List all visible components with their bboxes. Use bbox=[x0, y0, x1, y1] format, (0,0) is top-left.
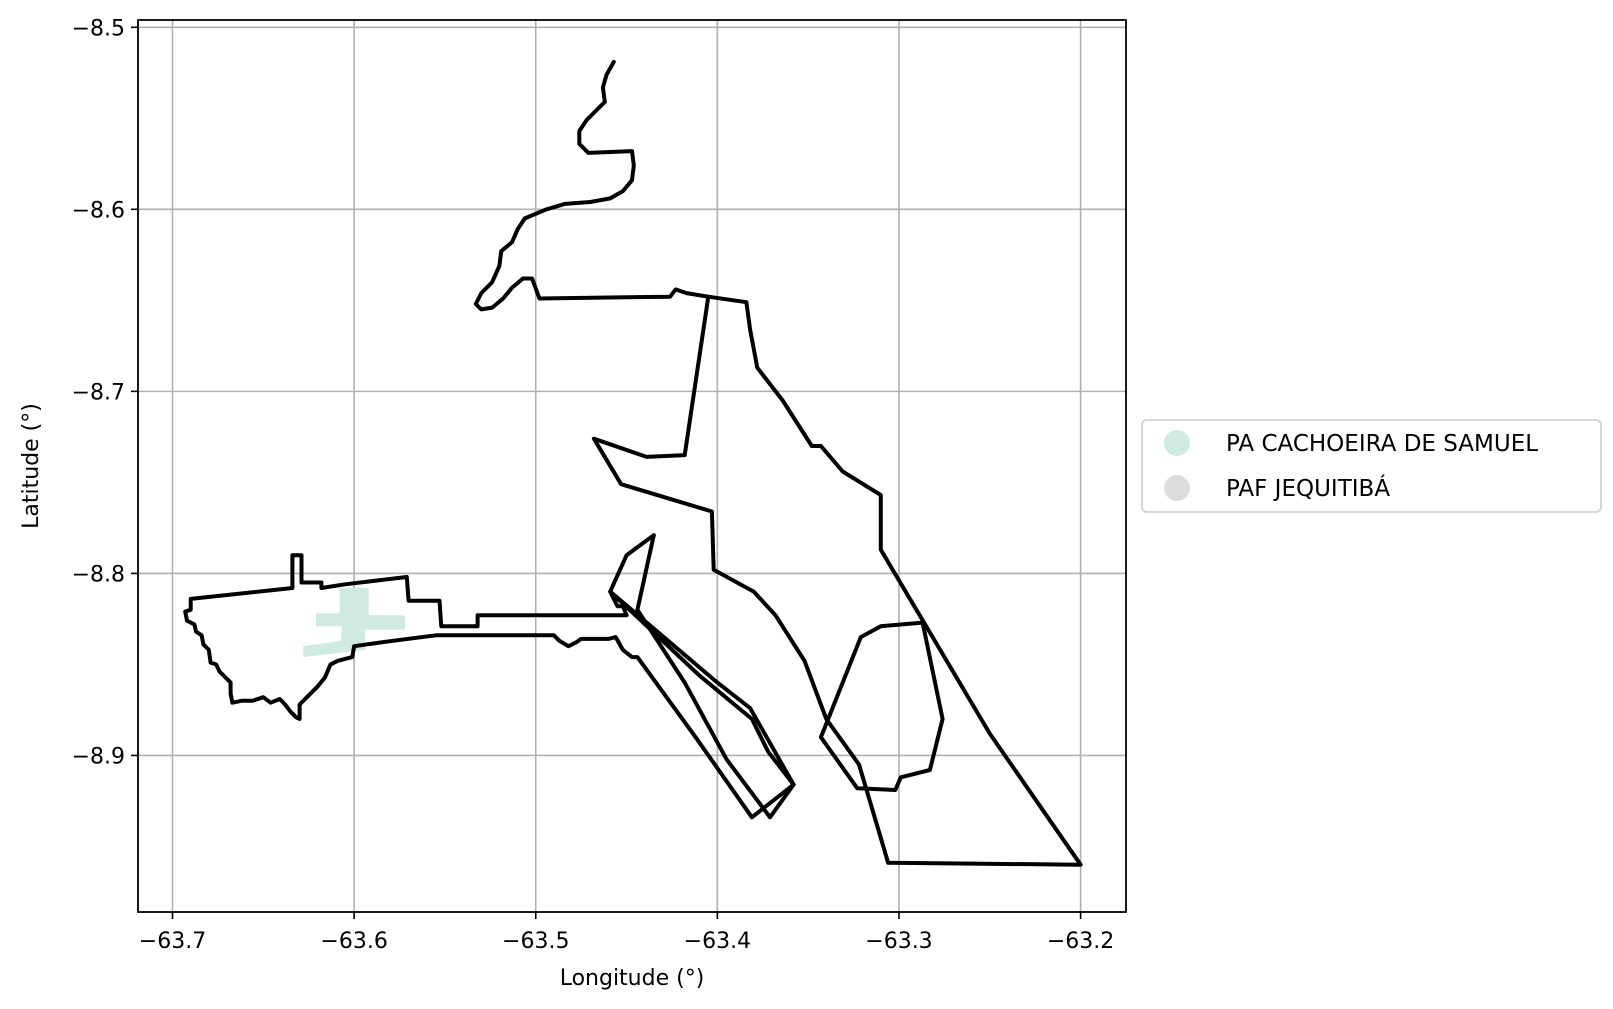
legend-box bbox=[1141, 419, 1602, 513]
x-tick-label: −63.6 bbox=[320, 929, 387, 954]
grid bbox=[138, 20, 1126, 912]
legend-label-pa-cachoeira: PA CACHOEIRA DE SAMUEL bbox=[1226, 431, 1538, 457]
western-boundary bbox=[183, 553, 796, 820]
axis-ticks: −63.7 −63.6 −63.5 −63.4 −63.3 −63.2 −8.5 −8.6 −8… bbox=[72, 16, 1115, 954]
legend-label-paf-jequitiba: PAF JEQUITIBÁ bbox=[1226, 474, 1390, 502]
x-tick-label: −63.4 bbox=[684, 929, 751, 954]
y-axis-label: Latitude (°) bbox=[19, 403, 44, 529]
y-tick-label: −8.5 bbox=[72, 16, 125, 41]
boundaries bbox=[183, 59, 1083, 867]
legend: PA CACHOEIRA DE SAMUEL PAF JEQUITIBÁ bbox=[1141, 419, 1602, 513]
inner-boundary bbox=[818, 620, 945, 792]
areas bbox=[303, 588, 405, 658]
x-axis-label: Longitude (°) bbox=[560, 966, 705, 991]
y-tick-label: −8.9 bbox=[72, 744, 125, 769]
y-tick-label: −8.8 bbox=[72, 562, 125, 587]
legend-marker-pa-cachoeira bbox=[1164, 430, 1190, 456]
settlement-area bbox=[303, 588, 405, 658]
legend-marker-paf-jequitiba bbox=[1164, 475, 1190, 501]
plot-frame bbox=[137, 19, 1127, 913]
y-tick-label: −8.7 bbox=[72, 380, 125, 405]
x-tick-label: −63.2 bbox=[1047, 929, 1114, 954]
x-tick-label: −63.7 bbox=[139, 929, 206, 954]
x-tick-label: −63.5 bbox=[502, 929, 569, 954]
y-tick-label: −8.6 bbox=[72, 198, 125, 223]
main-boundary bbox=[473, 59, 1083, 867]
x-tick-label: −63.3 bbox=[865, 929, 932, 954]
